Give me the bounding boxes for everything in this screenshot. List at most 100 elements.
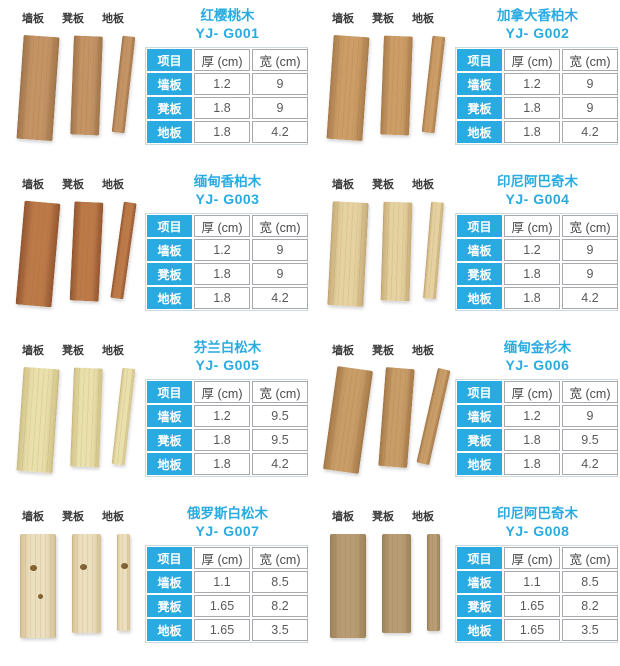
plank-photos: [316, 192, 455, 312]
plank-area: 墙板 凳板 地板: [0, 168, 145, 334]
product-panel: 墙板 凳板 地板 缅甸金杉木 YJ- G006 项目 厚 (cm) 宽 (cm)…: [310, 334, 620, 500]
plank-labels: 墙板 凳板 地板: [316, 8, 448, 26]
product-model-code: YJ- G005: [195, 356, 260, 373]
value-cell: 4.2: [562, 287, 618, 310]
bench-board-photo: [72, 534, 101, 633]
plank-labels: 墙板 凳板 地板: [6, 340, 138, 358]
plank-label-bench: 凳板: [62, 13, 84, 25]
table-header-thickness: 厚 (cm): [504, 547, 560, 570]
value-cell: 8.5: [252, 571, 308, 594]
info-area: 红樱桃木 YJ- G001 项目 厚 (cm) 宽 (cm) 墙板 1.2 9 凳板 1…: [145, 2, 310, 168]
plank-photos: [6, 26, 145, 146]
plank-photos: [316, 358, 455, 478]
value-cell: 1.2: [194, 239, 250, 262]
product-title: 加拿大香柏木 YJ- G002: [455, 8, 620, 42]
wall-board-photo: [15, 200, 61, 308]
value-cell: 1.8: [194, 121, 250, 144]
table-header-width: 宽 (cm): [562, 49, 618, 72]
table-header-item: 项目: [147, 381, 192, 404]
plank-label-wall: 墙板: [22, 345, 44, 357]
bench-board-photo: [70, 35, 103, 136]
value-cell: 9: [252, 239, 308, 262]
spec-table: 项目 厚 (cm) 宽 (cm) 墙板 1.2 9 凳板 1.8 9 地板 1.8 4.2: [455, 213, 618, 312]
floor-board-photo: [117, 534, 130, 631]
plank-label-bench: 凳板: [372, 345, 394, 357]
plank-labels: 墙板 凳板 地板: [316, 174, 448, 192]
spec-table: 项目 厚 (cm) 宽 (cm) 墙板 1.2 9 凳板 1.8 9 地板 1.8 4.2: [145, 213, 308, 312]
spec-table: 项目 厚 (cm) 宽 (cm) 墙板 1.2 9 凳板 1.8 9 地板 1.8 4.2: [145, 47, 308, 146]
row-label-cell: 墙板: [457, 239, 502, 262]
row-label-cell: 墙板: [457, 73, 502, 96]
plank-label-floor: 地板: [102, 345, 124, 357]
plank-label-floor: 地板: [412, 511, 434, 523]
spec-table: 项目 厚 (cm) 宽 (cm) 墙板 1.2 9 凳板 1.8 9.5 地板 1.8 4.2: [455, 379, 618, 478]
bench-board-photo: [69, 201, 104, 302]
value-cell: 9: [562, 239, 618, 262]
plank-area: 墙板 凳板 地板: [310, 168, 455, 334]
plank-area: 墙板 凳板 地板: [0, 500, 145, 666]
table-header-width: 宽 (cm): [252, 381, 308, 404]
bench-board-photo: [380, 201, 413, 302]
plank-area: 墙板 凳板 地板: [0, 334, 145, 500]
row-label-cell: 凳板: [147, 595, 192, 618]
plank-labels: 墙板 凳板 地板: [6, 8, 138, 26]
table-header-item: 项目: [147, 49, 192, 72]
product-name: 俄罗斯白松木: [187, 506, 268, 521]
floor-board-photo: [111, 35, 136, 134]
bench-board-photo: [380, 35, 413, 136]
plank-labels: 墙板 凳板 地板: [316, 506, 448, 524]
bench-board-photo: [382, 534, 411, 633]
plank-labels: 墙板 凳板 地板: [6, 506, 138, 524]
floor-board-photo: [421, 35, 446, 134]
table-header-thickness: 厚 (cm): [194, 215, 250, 238]
product-title: 缅甸金杉木 YJ- G006: [455, 340, 620, 374]
row-label-cell: 墙板: [147, 571, 192, 594]
product-title: 芬兰白松木 YJ- G005: [145, 340, 310, 374]
table-header-item: 项目: [457, 49, 502, 72]
product-model-code: YJ- G008: [505, 522, 570, 539]
plank-label-bench: 凳板: [372, 179, 394, 191]
row-label-cell: 墙板: [147, 73, 192, 96]
value-cell: 4.2: [252, 453, 308, 476]
product-name: 缅甸香柏木: [193, 174, 262, 189]
table-header-width: 宽 (cm): [562, 215, 618, 238]
info-area: 缅甸香柏木 YJ- G003 项目 厚 (cm) 宽 (cm) 墙板 1.2 9 凳板…: [145, 168, 310, 334]
floor-board-photo: [111, 367, 136, 466]
table-header-width: 宽 (cm): [562, 381, 618, 404]
plank-label-bench: 凳板: [62, 511, 84, 523]
product-name: 印尼阿巴奇木: [497, 506, 578, 521]
value-cell: 1.8: [504, 287, 560, 310]
product-name: 加拿大香柏木: [497, 8, 578, 23]
plank-photos: [6, 358, 145, 478]
table-header-width: 宽 (cm): [252, 49, 308, 72]
plank-label-bench: 凳板: [372, 13, 394, 25]
plank-label-bench: 凳板: [372, 511, 394, 523]
plank-area: 墙板 凳板 地板: [310, 500, 455, 666]
value-cell: 1.2: [504, 405, 560, 428]
spec-table: 项目 厚 (cm) 宽 (cm) 墙板 1.2 9.5 凳板 1.8 9.5 地板 1.8 4.…: [145, 379, 308, 478]
wall-board-photo: [322, 366, 374, 474]
value-cell: 1.8: [504, 429, 560, 452]
product-model-code: YJ- G002: [505, 24, 570, 41]
plank-label-floor: 地板: [102, 511, 124, 523]
product-name: 缅甸金杉木: [503, 340, 572, 355]
info-area: 俄罗斯白松木 YJ- G007 项目 厚 (cm) 宽 (cm) 墙板 1.1 8.…: [145, 500, 310, 666]
info-area: 缅甸金杉木 YJ- G006 项目 厚 (cm) 宽 (cm) 墙板 1.2 9 凳板…: [455, 334, 620, 500]
value-cell: 9.5: [252, 405, 308, 428]
value-cell: 1.65: [194, 595, 250, 618]
plank-area: 墙板 凳板 地板: [310, 334, 455, 500]
value-cell: 9: [252, 263, 308, 286]
product-model-code: YJ- G004: [505, 190, 570, 207]
value-cell: 8.5: [562, 571, 618, 594]
plank-label-wall: 墙板: [332, 13, 354, 25]
product-title: 缅甸香柏木 YJ- G003: [145, 174, 310, 208]
value-cell: 9: [562, 73, 618, 96]
plank-label-floor: 地板: [412, 179, 434, 191]
row-label-cell: 墙板: [147, 239, 192, 262]
product-name: 芬兰白松木: [193, 340, 262, 355]
value-cell: 9: [252, 97, 308, 120]
wood-knot: [120, 563, 128, 570]
value-cell: 1.65: [504, 595, 560, 618]
plank-photos: [6, 192, 145, 312]
value-cell: 1.8: [504, 263, 560, 286]
